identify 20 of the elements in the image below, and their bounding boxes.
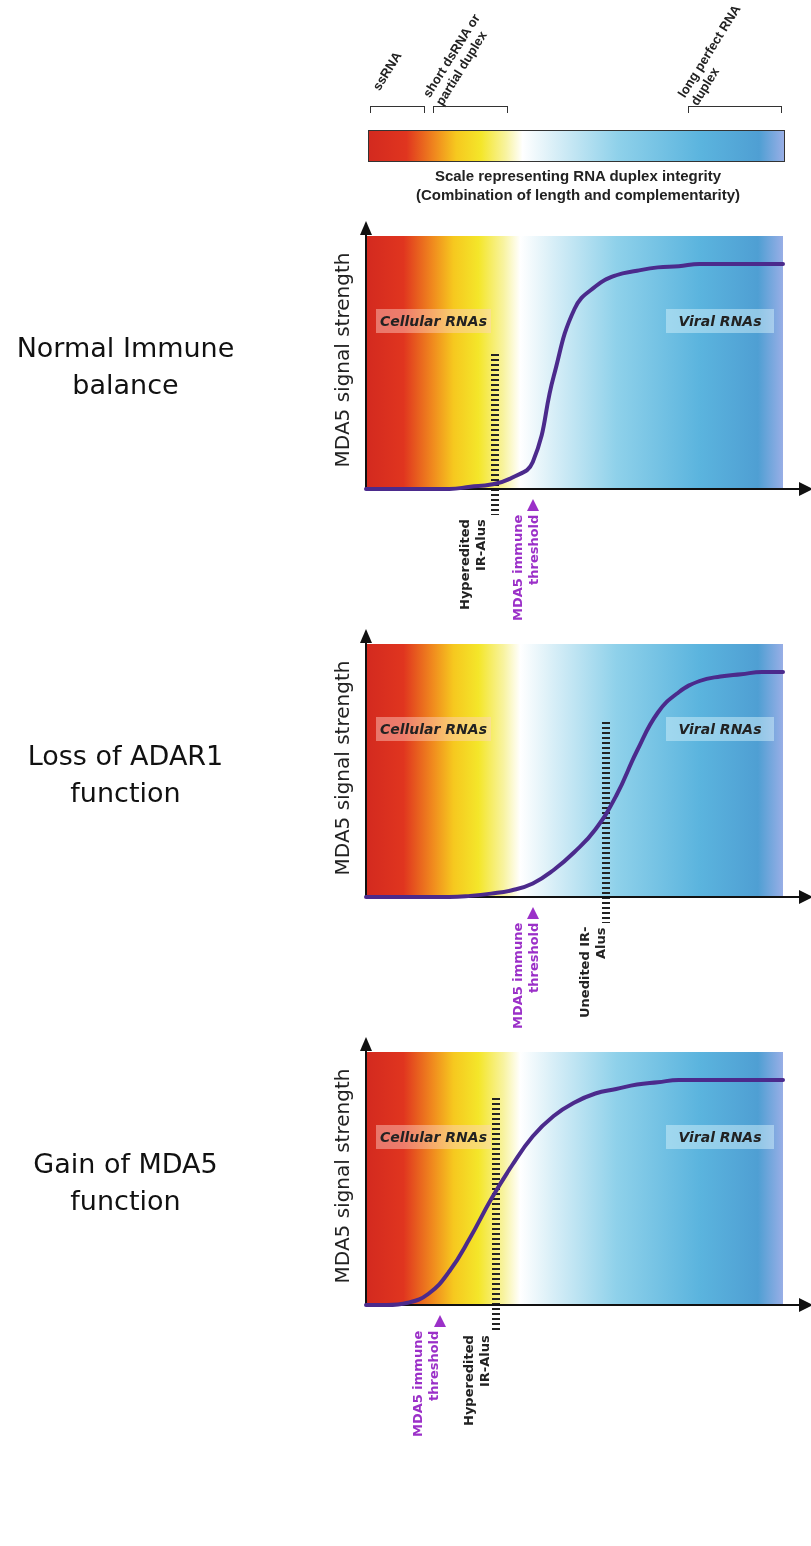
text: Unedited IR-Alus (577, 927, 609, 1021)
text: MDA5 immune threshold (510, 515, 542, 624)
y-axis-title: MDA5 signal strength (330, 660, 354, 876)
text: Gain of MDA5 function (32, 1147, 219, 1218)
text: Scale representing RNA duplex integrity (433, 166, 723, 185)
text: Normal Immune balance (15, 331, 236, 402)
text: (Combination of length and complementarity) (414, 185, 742, 204)
text: Hyperedited IR-Alus (461, 1335, 493, 1428)
annotation: Cellular RNAs (376, 1125, 491, 1149)
y-axis-title: MDA5 signal strength (330, 1068, 354, 1284)
annotation: Cellular RNAs (376, 717, 491, 741)
annotation: Cellular RNAs (376, 309, 491, 333)
annotation: Viral RNAs (666, 309, 774, 333)
y-axis-title: MDA5 signal strength (330, 252, 354, 468)
annotation: Viral RNAs (666, 717, 774, 741)
text: Loss of ADAR1 function (26, 739, 225, 810)
text: MDA5 immune threshold (510, 923, 542, 1032)
text: MDA5 immune threshold (410, 1331, 442, 1440)
annotation: Viral RNAs (666, 1125, 774, 1149)
text: Hyperedited IR-Alus (457, 519, 489, 612)
